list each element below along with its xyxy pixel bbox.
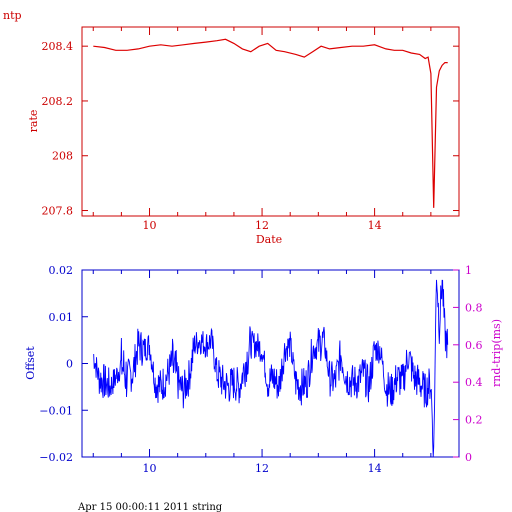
bottom-y2-tick-label: 0.4 [465, 376, 483, 389]
bottom-x-tick-label: 12 [255, 462, 269, 475]
top-y-tick-label: 207.8 [42, 205, 74, 218]
bottom-y2-tick-label: 0 [465, 451, 472, 464]
rate-series-line [93, 38, 448, 208]
bottom-y-axis-label: Offset [24, 346, 37, 380]
bottom-x-ticks: 10 12 14 [92, 270, 460, 475]
rate-series-group [93, 38, 448, 208]
bottom-y2-ticks: 0 0.2 0.4 0.6 0.8 1 [453, 264, 483, 464]
offset-series-line [93, 279, 449, 458]
top-plot-frame [81, 26, 460, 217]
bottom-y-tick-label: −0.01 [39, 404, 73, 417]
top-x-ticks: 10 12 14 [92, 27, 460, 232]
top-x-axis-label: Date [256, 233, 282, 246]
bottom-y2-tick-label: 0.2 [465, 414, 483, 427]
bottom-y-tick-label: 0.02 [49, 264, 74, 277]
bottom-x-tick-label: 14 [368, 462, 382, 475]
top-chart-title: ntp [3, 9, 22, 22]
top-chart: ntp 207.8 208 208.2 208.4 10 12 14 Date rate [3, 9, 460, 246]
footer-timestamp: Apr 15 00:00:11 2011 string [77, 502, 223, 512]
bottom-y-ticks: −0.02 −0.01 0 0.01 0.02 [39, 264, 88, 464]
offset-series-group [93, 279, 449, 458]
top-y-ticks: 207.8 208 208.2 208.4 [42, 40, 459, 218]
bottom-x-tick-label: 10 [143, 462, 157, 475]
bottom-y2-tick-label: 1 [465, 264, 472, 277]
top-x-tick-label: 12 [255, 219, 269, 232]
top-y-tick-label: 208 [52, 150, 73, 163]
top-y-tick-label: 208.4 [42, 40, 74, 53]
bottom-plot-frame [81, 269, 460, 458]
bottom-y2-axis-label: rnd-trip(ms) [490, 319, 503, 387]
bottom-y2-tick-label: 0.6 [465, 339, 483, 352]
top-x-tick-label: 10 [143, 219, 157, 232]
top-y-axis-label: rate [27, 110, 40, 133]
bottom-y-tick-label: −0.02 [39, 451, 73, 464]
bottom-y-tick-label: 0 [66, 358, 73, 371]
bottom-y2-tick-label: 0.8 [465, 301, 483, 314]
top-x-tick-label: 14 [368, 219, 382, 232]
top-y-tick-label: 208.2 [42, 95, 74, 108]
bottom-y-tick-label: 0.01 [49, 311, 74, 324]
